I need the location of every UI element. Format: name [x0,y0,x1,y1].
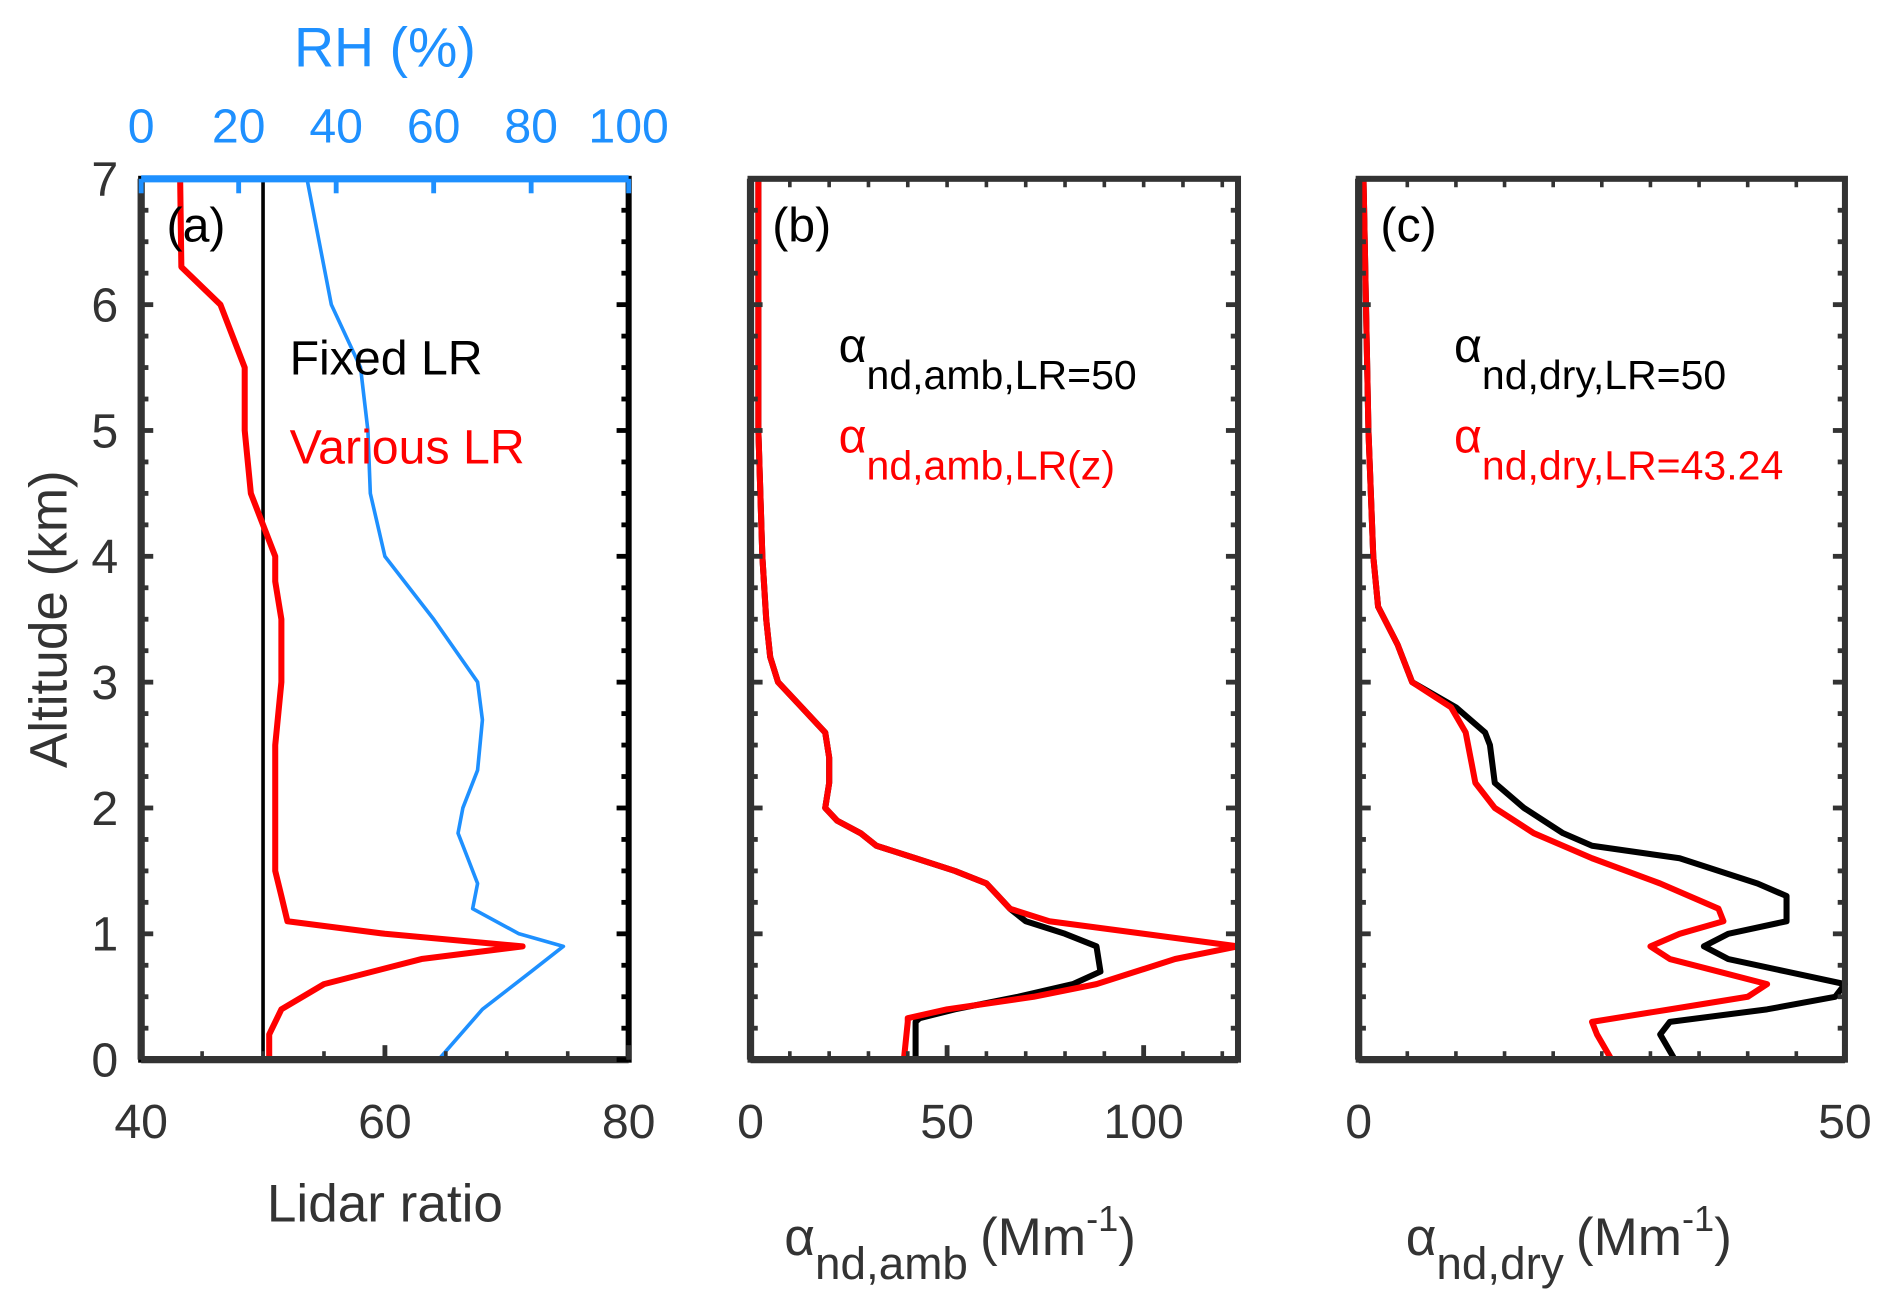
legend-various-lr: Various LR [290,421,525,475]
x-tick-label: 50 [1818,1095,1872,1149]
series-line-0 [1360,178,1848,1062]
y-tick-label: 0 [91,1034,118,1088]
y-tick-label: 7 [91,153,118,207]
rh-tick-label: 20 [212,100,266,154]
legend-b-black: αnd,amb,LR=50 [839,319,1137,398]
legend-c-red: αnd,dry,LR=43.24 [1454,410,1783,489]
y-axis-label: Altitude (km) [19,470,78,768]
rh-tick-label: 40 [309,100,363,154]
x-tick-label: 100 [1103,1095,1184,1149]
legend-fixed-lr: Fixed LR [290,331,483,385]
axes-frame [138,175,632,1063]
series-line-1 [1360,178,1771,1062]
series-line-0 [755,178,1104,1060]
y-tick-label: 4 [91,530,118,584]
x-tick-label: 0 [737,1095,764,1149]
x-tick-label: 40 [114,1095,168,1149]
x-axis-label-a: Lidar ratio [267,1174,503,1233]
rh-tick-label: 80 [504,100,558,154]
rh-tick-label: 60 [407,100,461,154]
panel-a: 0 1 2 3 4 5 6 7 40 60 80 [91,153,655,1149]
axes-frame [1355,175,1848,1063]
rh-axis-label: RH (%) [294,17,476,79]
series-line-1 [755,178,1242,1060]
x-tick-label: 60 [358,1095,412,1149]
y-tick-label: 6 [91,279,118,333]
x-tick-label: 50 [920,1095,974,1149]
legend-c-black: αnd,dry,LR=50 [1454,319,1726,398]
panel-label-a: (a) [167,199,226,253]
y-tick-label: 3 [91,656,118,710]
rh-tick-label: 100 [588,100,669,154]
y-tick-label: 5 [91,404,118,458]
y-tick-label: 1 [91,908,118,962]
x-axis-label-c: αnd,dry (Mm-1) [1406,1198,1732,1289]
series-line-2 [305,178,566,1061]
legend-b-red: αnd,amb,LR(z) [839,410,1115,489]
panel-label-c: (c) [1380,199,1436,253]
panel-b: 0 50 100 [737,175,1242,1149]
x-axis-label-b: αnd,amb (Mm-1) [784,1198,1136,1289]
axes-frame [747,175,1242,1063]
panel-c: 0 50 [1345,175,1872,1149]
panel-label-b: (b) [772,199,831,253]
series-line-1 [177,178,526,1060]
x-tick-label: 0 [1345,1095,1372,1149]
x-tick-label: 80 [602,1095,656,1149]
rh-tick-label: 0 [128,100,155,154]
y-tick-label: 2 [91,782,118,836]
